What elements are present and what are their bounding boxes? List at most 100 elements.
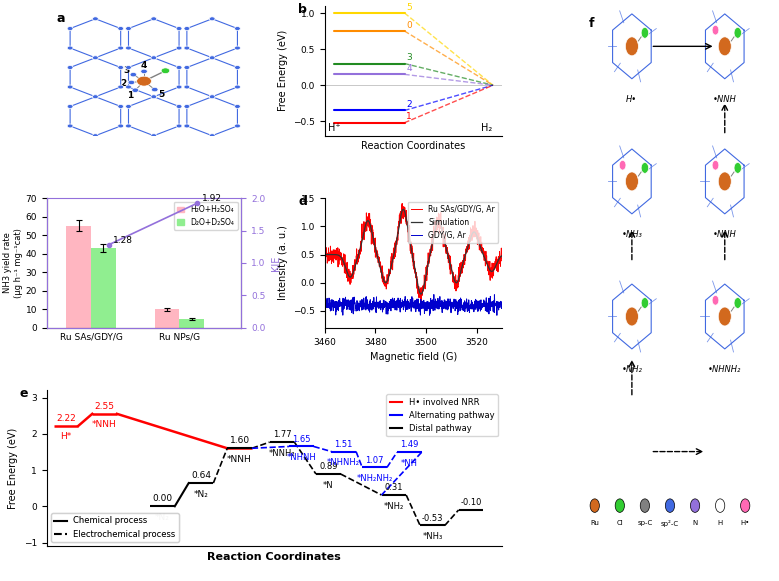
Circle shape xyxy=(151,87,158,92)
Circle shape xyxy=(93,95,98,99)
GDY/G, Ar xyxy=(429,291,439,298)
Text: 1.07: 1.07 xyxy=(365,456,384,465)
Circle shape xyxy=(184,46,190,50)
Circle shape xyxy=(161,68,170,74)
Circle shape xyxy=(715,499,724,512)
Simulation xyxy=(459,259,468,266)
Legend: H₂O+H₂SO₄, D₂O+D₂SO₄: H₂O+H₂SO₄, D₂O+D₂SO₄ xyxy=(174,202,238,230)
Circle shape xyxy=(67,27,73,30)
Text: 3: 3 xyxy=(124,66,130,76)
Circle shape xyxy=(118,124,124,128)
Circle shape xyxy=(130,73,136,77)
Circle shape xyxy=(712,160,719,170)
Circle shape xyxy=(67,124,73,128)
Text: 1: 1 xyxy=(407,112,412,121)
Text: 0.89: 0.89 xyxy=(319,462,337,471)
Text: 0.64: 0.64 xyxy=(191,471,211,480)
Text: *NNH: *NNH xyxy=(227,455,252,464)
Circle shape xyxy=(234,66,241,70)
Circle shape xyxy=(234,46,241,50)
Circle shape xyxy=(67,66,73,70)
Y-axis label: NH3 yield rate
(μg h⁻¹ mg⁻¹cat): NH3 yield rate (μg h⁻¹ mg⁻¹cat) xyxy=(3,228,23,298)
GDY/G, Ar xyxy=(338,295,347,302)
Simulation xyxy=(462,248,471,255)
Circle shape xyxy=(176,66,182,70)
Circle shape xyxy=(626,37,638,56)
Text: f: f xyxy=(589,17,594,30)
Text: *NH₃: *NH₃ xyxy=(422,532,442,541)
Ru SAs/GDY/G, Ar xyxy=(497,250,506,257)
Circle shape xyxy=(590,499,599,512)
Circle shape xyxy=(176,27,182,30)
Circle shape xyxy=(626,307,638,326)
X-axis label: Magnetic field (G): Magnetic field (G) xyxy=(370,352,457,362)
Circle shape xyxy=(234,85,241,89)
Circle shape xyxy=(151,134,157,138)
Simulation xyxy=(392,238,401,245)
Text: •NNH: •NNH xyxy=(713,95,737,104)
Text: H*: H* xyxy=(61,432,72,442)
Circle shape xyxy=(125,66,132,70)
Circle shape xyxy=(93,56,98,60)
Circle shape xyxy=(712,295,719,305)
GDY/G, Ar xyxy=(492,312,502,319)
GDY/G, Ar xyxy=(320,297,330,304)
Circle shape xyxy=(93,134,98,138)
Line: Simulation: Simulation xyxy=(325,209,502,294)
Text: 4: 4 xyxy=(141,61,147,70)
GDY/G, Ar xyxy=(398,300,407,307)
Text: 5: 5 xyxy=(407,2,412,12)
Text: *N₂: *N₂ xyxy=(155,513,170,522)
Text: *NH: *NH xyxy=(400,459,418,468)
Text: H₂: H₂ xyxy=(481,123,492,133)
Circle shape xyxy=(184,124,190,128)
Circle shape xyxy=(718,172,731,191)
Circle shape xyxy=(151,95,157,99)
Text: H: H xyxy=(717,521,723,526)
Simulation xyxy=(416,290,425,297)
Circle shape xyxy=(626,172,638,191)
Circle shape xyxy=(210,17,215,21)
Circle shape xyxy=(210,95,215,99)
GDY/G, Ar xyxy=(497,304,506,311)
Text: N: N xyxy=(693,521,698,526)
Simulation xyxy=(497,252,506,259)
Text: *NNH: *NNH xyxy=(92,421,117,429)
Circle shape xyxy=(67,85,73,89)
Y-axis label: Free Energy (eV): Free Energy (eV) xyxy=(9,428,18,509)
GDY/G, Ar xyxy=(392,299,401,306)
Circle shape xyxy=(128,80,135,85)
Simulation xyxy=(398,206,407,213)
Text: *NNH₂: *NNH₂ xyxy=(269,449,295,458)
Circle shape xyxy=(184,105,190,109)
Legend: Ru SAs/GDY/G, Ar, Simulation, GDY/G, Ar: Ru SAs/GDY/G, Ar, Simulation, GDY/G, Ar xyxy=(407,202,498,243)
Y-axis label: Intensity (a. u.): Intensity (a. u.) xyxy=(278,225,287,300)
Circle shape xyxy=(118,105,124,109)
Text: 2.22: 2.22 xyxy=(56,414,76,423)
Circle shape xyxy=(734,163,742,173)
Text: *NHNH₂: *NHNH₂ xyxy=(327,458,360,467)
Text: 5: 5 xyxy=(158,90,164,99)
Ru SAs/GDY/G, Ar xyxy=(417,302,426,309)
Circle shape xyxy=(741,499,750,512)
Text: 0: 0 xyxy=(407,20,412,30)
Text: *N₂: *N₂ xyxy=(193,490,209,498)
Bar xyxy=(179,318,204,328)
Text: e: e xyxy=(19,387,28,400)
Circle shape xyxy=(125,85,132,89)
Circle shape xyxy=(176,85,182,89)
X-axis label: Reaction Coordinates: Reaction Coordinates xyxy=(207,552,341,562)
Circle shape xyxy=(210,95,215,99)
Simulation xyxy=(338,257,347,264)
Text: 1.65: 1.65 xyxy=(292,435,311,443)
Circle shape xyxy=(118,66,124,70)
Text: 3: 3 xyxy=(407,53,412,62)
Circle shape xyxy=(641,163,649,173)
Circle shape xyxy=(67,46,73,50)
Circle shape xyxy=(210,134,215,138)
Circle shape xyxy=(665,499,675,512)
Circle shape xyxy=(641,297,649,309)
Circle shape xyxy=(118,46,124,50)
Circle shape xyxy=(640,499,650,512)
Circle shape xyxy=(718,307,731,326)
